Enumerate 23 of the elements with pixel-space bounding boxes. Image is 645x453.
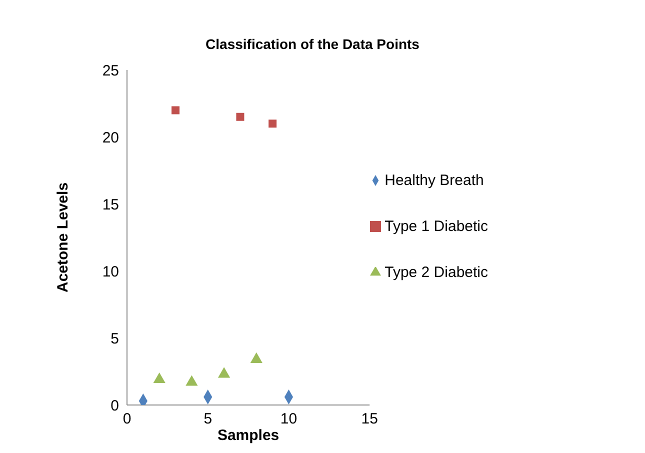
point — [250, 352, 262, 363]
point — [153, 372, 166, 384]
y-tick-label: 0 — [110, 397, 119, 414]
x-tick-label: 5 — [204, 410, 212, 428]
x-axis-title: Samples — [217, 427, 280, 444]
legend-label: Type 2 Diabetic — [384, 264, 488, 280]
x-tick-label: 10 — [280, 410, 298, 428]
legend-label: Healthy Breath — [384, 172, 484, 188]
y-axis-title: Acetone Levels — [54, 182, 72, 293]
point — [236, 112, 244, 121]
point — [172, 106, 180, 114]
y-tick-label: 25 — [102, 62, 119, 80]
y-tick-label: 10 — [102, 263, 119, 280]
y-tick-label: 20 — [102, 129, 119, 146]
chart-title: Classification of the Data Points — [204, 36, 420, 52]
y-tick-label: 5 — [110, 330, 119, 348]
legend-label: Type 1 Diabetic — [384, 218, 488, 234]
point — [268, 120, 277, 128]
x-tick-label: 15 — [361, 410, 378, 428]
y-tick-label: 15 — [102, 196, 119, 214]
point — [218, 367, 230, 378]
x-tick-label: 0 — [122, 410, 132, 428]
point — [186, 375, 198, 386]
